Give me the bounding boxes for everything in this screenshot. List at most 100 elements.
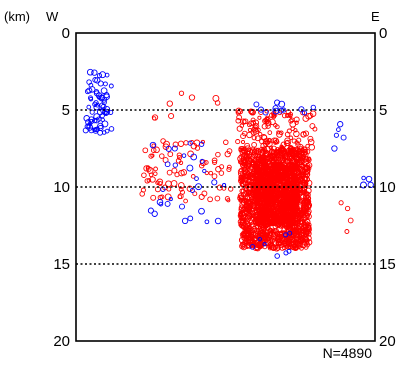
red-point (291, 153, 298, 160)
red-point (297, 243, 303, 249)
red-point (155, 180, 160, 185)
blue-point (337, 121, 344, 128)
red-point (236, 125, 243, 132)
red-point (276, 175, 283, 183)
red-point (276, 153, 281, 159)
blue-point (101, 99, 107, 106)
blue-point (367, 181, 374, 189)
blue-point (274, 253, 280, 259)
red-point (293, 194, 299, 200)
red-point (258, 222, 265, 228)
red-point (268, 214, 275, 221)
red-point (271, 207, 277, 213)
red-point (275, 191, 282, 198)
red-point (302, 228, 310, 235)
red-point (303, 169, 309, 176)
blue-point (147, 207, 154, 214)
red-point (211, 173, 218, 180)
blue-point (86, 87, 93, 94)
blue-point (214, 217, 222, 225)
blue-point (88, 127, 95, 134)
blue-point (84, 88, 91, 95)
blue-point (194, 176, 199, 181)
red-point (156, 178, 164, 186)
red-point (303, 205, 309, 211)
red-point (139, 191, 145, 197)
red-point (267, 227, 274, 234)
west-label: W (46, 9, 59, 24)
red-point (237, 194, 244, 202)
red-point (215, 151, 221, 158)
left-tick-0: 0 (62, 25, 70, 42)
red-point (276, 214, 282, 220)
red-point (305, 143, 310, 149)
red-point (174, 172, 180, 178)
red-point (298, 186, 303, 191)
red-point (344, 205, 351, 212)
red-point (235, 139, 241, 145)
red-point (268, 181, 276, 189)
red-point (276, 130, 281, 135)
red-point (289, 117, 295, 123)
red-point (254, 149, 260, 155)
blue-point (99, 71, 107, 79)
blue-point (187, 215, 194, 222)
red-point (214, 195, 221, 202)
red-point (280, 218, 287, 225)
blue-point (93, 104, 100, 111)
red-point (287, 221, 294, 228)
red-point (284, 113, 290, 118)
red-point (188, 94, 196, 101)
red-point (304, 202, 310, 207)
red-point (183, 198, 188, 204)
blue-point (96, 73, 103, 79)
blue-point (211, 179, 218, 186)
red-point (278, 176, 284, 182)
red-point (239, 146, 246, 152)
red-point (261, 199, 269, 207)
red-point (266, 137, 272, 143)
red-point (307, 135, 314, 142)
red-point (278, 162, 284, 168)
red-point (242, 168, 249, 175)
red-point (299, 210, 306, 217)
red-point (288, 206, 294, 211)
red-point (251, 236, 258, 243)
red-point (258, 131, 263, 137)
red-point (142, 147, 149, 154)
right-tick-labels: 0 5 10 15 20 (379, 25, 396, 350)
blue-point (310, 104, 316, 111)
red-point (148, 153, 154, 159)
red-point (190, 174, 196, 179)
red-point (245, 199, 252, 206)
red-point (261, 196, 268, 203)
blue-point (168, 197, 173, 202)
red-point (250, 154, 256, 160)
red-point (245, 222, 250, 228)
blue-point (151, 210, 158, 217)
red-point (303, 244, 309, 250)
red-point (283, 193, 291, 201)
red-point (178, 160, 184, 165)
red-point (269, 112, 275, 119)
red-point (270, 145, 277, 152)
blue-point (283, 250, 289, 256)
red-point (166, 169, 173, 176)
blue-point (262, 242, 267, 247)
red-point (218, 170, 225, 176)
red-point (297, 240, 303, 247)
red-point (257, 230, 262, 235)
red-point (159, 194, 165, 200)
blue-point (93, 90, 100, 97)
red-point (259, 149, 265, 154)
red-point (248, 168, 253, 174)
red-point (283, 190, 289, 196)
red-point (305, 179, 313, 187)
red-point (239, 179, 247, 187)
red-point (344, 229, 350, 234)
red-point (171, 167, 178, 174)
red-point (256, 164, 263, 170)
red-point (282, 168, 289, 175)
red-point (289, 120, 297, 128)
red-point (204, 170, 209, 176)
